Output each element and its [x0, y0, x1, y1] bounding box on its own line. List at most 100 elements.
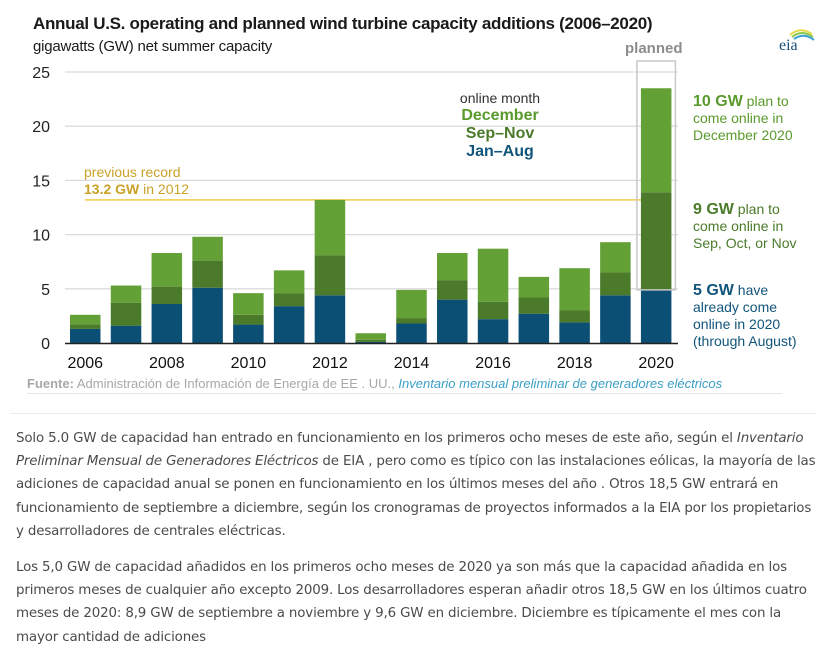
y-tick-label: 20 [32, 119, 50, 136]
article-paragraph-1: Solo 5.0 GW de capacidad han entrado en … [16, 427, 821, 543]
bar-2012-sepnov [314, 255, 346, 296]
x-tick-label: 2012 [312, 355, 348, 372]
bar-2014-sepnov [396, 318, 427, 324]
bar-2009-sepnov [192, 260, 223, 288]
record-value: 13.2 GW [84, 181, 140, 197]
bar-2016-janaug [477, 319, 509, 343]
y-tick-label: 25 [32, 65, 50, 82]
bar-2016-sepnov [477, 301, 509, 320]
bar-2013-janaug [355, 341, 386, 343]
x-tick-label: 2010 [231, 355, 267, 372]
annotation-jan-value: 5 GW [693, 282, 734, 299]
bar-2011-janaug [273, 306, 305, 343]
bar-2008-december [151, 253, 183, 287]
bar-2008-sepnov [151, 286, 183, 304]
bar-2020-sepnov [640, 192, 672, 290]
y-tick-label: 15 [32, 173, 50, 190]
bar-2006-december [70, 314, 101, 325]
bar-2011-december [273, 270, 305, 294]
source-link[interactable]: Inventario mensual preliminar de generad… [398, 376, 723, 391]
bar-2010-sepnov [233, 314, 264, 325]
bar-2011-sepnov [273, 293, 305, 307]
chart-source: Fuente: Administración de Información de… [27, 376, 722, 391]
annotation-sep-value: 9 GW [693, 201, 734, 218]
chart-plot: 0 5 10 15 20 25 2006 2008 2010 2012 2014 2016 2018 20… [32, 60, 678, 372]
bar-2014-janaug [396, 323, 427, 343]
chart-title: Annual U.S. operating and planned wind t… [33, 14, 653, 33]
source-divider [27, 393, 782, 394]
eia-logo-icon: eia [779, 29, 815, 54]
legend: online month December Sep–Nov Jan–Aug [400, 89, 600, 161]
bar-2015-sepnov [437, 280, 468, 300]
bar-2013-december [355, 333, 386, 340]
source-text: Administración de Información de Energía… [73, 376, 395, 391]
bar-2013-sepnov [355, 339, 386, 342]
annotation-text: come online in [693, 110, 784, 126]
bar-2012-janaug [314, 295, 346, 343]
annotation-sep-nov: 9 GW plan to come online in Sep, Oct, or… [693, 201, 796, 252]
annotation-jan-aug: 5 GW have already come online in 2020 (t… [693, 282, 797, 350]
x-tick-label: 2006 [67, 355, 103, 372]
bar-2006-sepnov [70, 324, 101, 329]
article-paragraph-2: Los 5,0 GW de capacidad añadidos en los … [16, 560, 807, 645]
x-tick-label: 2014 [394, 355, 430, 372]
paragraph-text: de EIA , pero como es típico con las ins… [16, 454, 816, 539]
record-year: in 2012 [139, 181, 190, 197]
bar-2019-december [600, 242, 631, 273]
previous-record-annotation: previous record 13.2 GW in 2012 [84, 164, 189, 198]
bar-2020-janaug [640, 289, 672, 343]
bar-2016-december [477, 248, 509, 302]
legend-entry-december: December [461, 107, 539, 124]
bar-2018-december [559, 268, 590, 311]
annotation-text: December 2020 [693, 127, 793, 143]
bar-2020-december [640, 88, 672, 193]
bar-2007-december [110, 285, 142, 303]
bar-2014-december [396, 289, 427, 319]
y-tick-label: 10 [32, 228, 50, 245]
annotation-text: already come [693, 299, 778, 315]
annotation-text: have [733, 282, 769, 298]
bar-2017-december [518, 276, 550, 298]
y-tick-label: 0 [41, 336, 50, 353]
bar-2009-janaug [192, 287, 223, 343]
bar-2018-sepnov [559, 310, 590, 323]
bar-2012-december [314, 199, 346, 256]
bar-2006-janaug [70, 328, 101, 343]
bar-2015-janaug [437, 299, 468, 343]
source-label: Fuente: [27, 376, 74, 391]
bar-2019-sepnov [600, 272, 631, 296]
bar-2010-janaug [233, 324, 264, 343]
annotation-text: (through August) [693, 333, 797, 349]
annotation-text: plan to [733, 201, 780, 217]
bar-2007-sepnov [110, 302, 142, 326]
bar-2009-december [192, 236, 223, 261]
bars [70, 88, 672, 343]
axes: 0 5 10 15 20 25 2006 2008 2010 2012 2014 2016 2018 20… [32, 65, 678, 372]
bar-2017-janaug [518, 313, 550, 343]
legend-entry-sep-nov: Sep–Nov [465, 125, 535, 142]
paragraph-text: Solo 5.0 GW de capacidad han entrado en … [16, 431, 737, 446]
annotation-text: Sep, Oct, or Nov [693, 235, 797, 251]
bar-2010-december [233, 293, 264, 315]
bar-2017-sepnov [518, 297, 550, 314]
planned-box [636, 60, 677, 291]
y-tick-label: 5 [41, 282, 50, 299]
bar-2018-janaug [559, 322, 590, 343]
annotation-dec-value: 10 GW [693, 93, 743, 110]
paragraph-italic-title: Inventario Preliminar Mensual de Generad… [16, 431, 804, 470]
bar-2015-december [437, 253, 468, 281]
planned-label: planned [625, 40, 683, 57]
planned-box-group [636, 60, 677, 291]
legend-entry-jan-aug: Jan–Aug [466, 143, 534, 160]
chart-subtitle: gigawatts (GW) net summer capacity [33, 38, 273, 55]
x-tick-label: 2016 [475, 355, 511, 372]
x-tick-label: 2008 [149, 355, 185, 372]
annotation-text: plan to [742, 93, 789, 109]
record-label-line1: previous record [84, 164, 181, 180]
x-tick-label: 2020 [638, 355, 674, 372]
logo-text: eia [779, 37, 798, 54]
bar-2019-janaug [600, 295, 631, 343]
annotation-text: online in 2020 [693, 316, 781, 332]
bar-2008-janaug [151, 303, 183, 343]
annotation-december: 10 GW plan to come online in December 20… [693, 93, 793, 144]
